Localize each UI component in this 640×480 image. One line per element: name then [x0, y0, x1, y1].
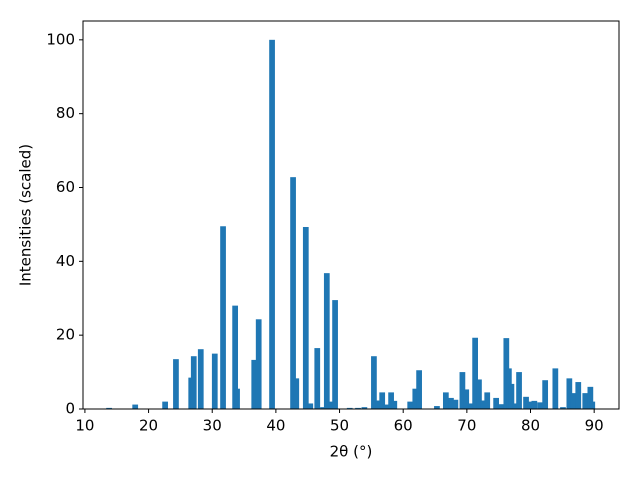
bar: [132, 404, 139, 409]
bar: [484, 392, 491, 409]
bar: [552, 368, 559, 409]
bar: [512, 403, 519, 409]
bar: [472, 337, 478, 409]
bar: [320, 407, 326, 409]
bar: [560, 407, 566, 409]
bar: [498, 404, 505, 409]
bar: [251, 359, 258, 409]
bar: [293, 378, 300, 409]
bar: [197, 349, 204, 409]
bar: [328, 401, 335, 409]
bar: [434, 406, 440, 409]
bar: [463, 389, 470, 409]
bar: [442, 392, 449, 409]
y-tick-label: 0: [65, 400, 75, 418]
bar: [388, 392, 394, 409]
y-axis-label: Intensities (scaled): [17, 144, 35, 286]
bar: [361, 407, 368, 409]
bar: [542, 380, 549, 409]
bar: [346, 407, 353, 409]
x-tick-label: 60: [394, 417, 413, 435]
plot-frame: [82, 20, 620, 410]
bar: [232, 305, 239, 409]
y-tick-label: 80: [56, 104, 75, 122]
x-tick-label: 90: [585, 417, 604, 435]
bar: [459, 372, 466, 409]
bar: [416, 370, 422, 409]
bar: [190, 356, 197, 409]
bar: [234, 388, 240, 409]
x-tick-label: 80: [521, 417, 540, 435]
bar: [493, 397, 500, 409]
bar: [220, 226, 226, 409]
bar: [566, 378, 573, 409]
x-tick-label: 70: [457, 417, 476, 435]
y-tick-label: 100: [46, 30, 75, 48]
y-tick-label: 20: [56, 326, 75, 344]
bar: [531, 400, 538, 409]
bar: [355, 407, 361, 409]
bar: [162, 401, 168, 409]
bar: [412, 388, 419, 409]
bar: [448, 397, 454, 409]
bar: [468, 403, 475, 409]
bar: [383, 404, 389, 409]
bar: [523, 396, 529, 409]
bar: [589, 401, 596, 409]
bar: [480, 400, 487, 409]
bar: [391, 400, 398, 409]
bar: [106, 407, 112, 409]
x-tick-label: 20: [139, 417, 158, 435]
bar: [516, 372, 522, 409]
bar: [537, 402, 543, 409]
bar: [302, 226, 309, 409]
x-tick-label: 30: [203, 417, 222, 435]
bar: [255, 319, 262, 409]
bar: [269, 39, 275, 409]
bar: [332, 300, 338, 409]
bar: [314, 348, 321, 409]
bar: [371, 356, 377, 409]
bar: [323, 273, 330, 409]
bar: [173, 359, 179, 409]
bar: [211, 353, 218, 409]
x-tick-label: 10: [75, 417, 94, 435]
bar: [575, 382, 582, 409]
bar: [290, 177, 296, 409]
bar: [476, 379, 482, 409]
x-tick-label: 40: [266, 417, 285, 435]
x-tick-label: 50: [330, 417, 349, 435]
bar: [527, 401, 533, 409]
bar: [570, 393, 577, 409]
bar: [587, 386, 594, 409]
bar: [379, 392, 386, 409]
bar: [307, 403, 314, 409]
bar: [375, 400, 382, 409]
bar: [582, 393, 589, 409]
y-tick-label: 40: [56, 252, 75, 270]
y-tick-label: 60: [56, 178, 75, 196]
bar: [508, 383, 515, 409]
x-axis-label: 2θ (°): [330, 443, 373, 461]
bar: [452, 399, 459, 409]
bar: [407, 401, 414, 409]
